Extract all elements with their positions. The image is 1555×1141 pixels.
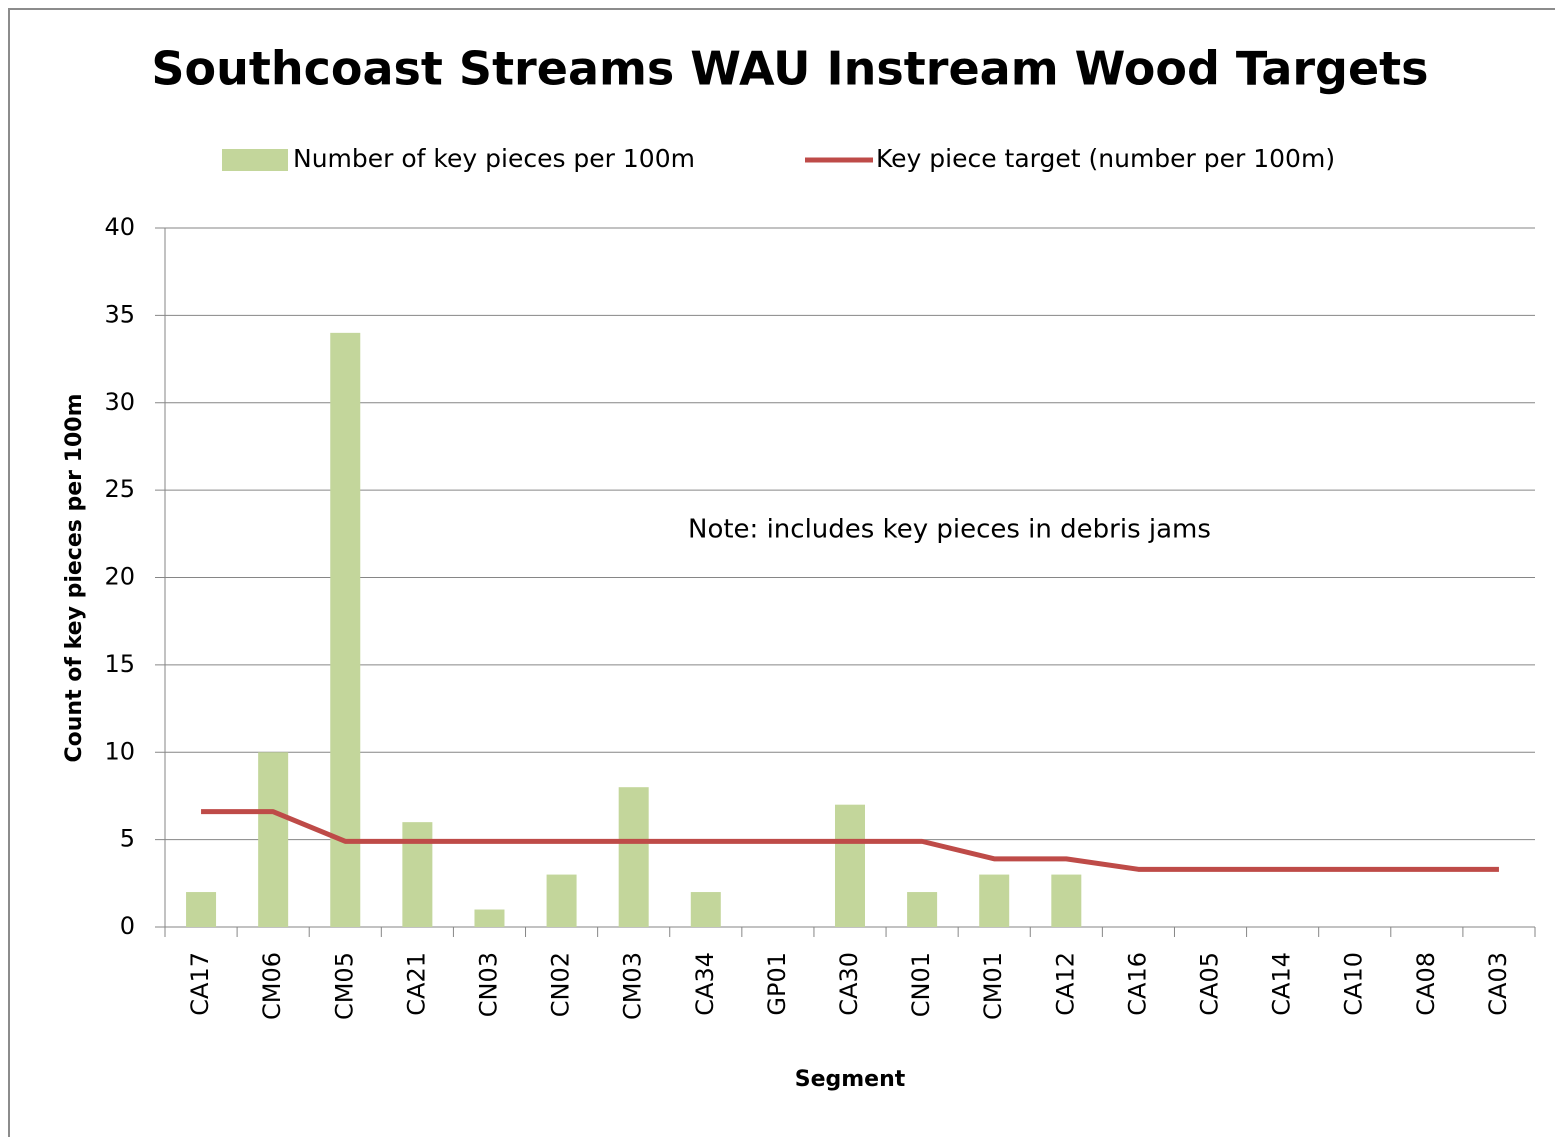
x-tick-label: GP01 — [763, 952, 791, 1016]
bar — [907, 892, 938, 927]
bar — [1051, 874, 1082, 927]
y-tick-label: 5 — [120, 825, 135, 853]
x-tick-label: CA16 — [1123, 952, 1151, 1016]
x-tick-label: CA30 — [835, 952, 863, 1016]
x-tick-label: CA08 — [1412, 952, 1440, 1016]
legend-label: Number of key pieces per 100m — [293, 144, 695, 173]
line — [201, 809, 1499, 872]
legend-label: Key piece target (number per 100m) — [876, 144, 1335, 173]
y-tick-label: 35 — [104, 300, 135, 328]
bar — [979, 874, 1010, 927]
y-tick-label: 25 — [104, 475, 135, 503]
x-tick-label: CA34 — [691, 952, 719, 1016]
bar — [474, 909, 505, 927]
x-tick-label: CA21 — [402, 952, 430, 1016]
x-tick-label: CN03 — [474, 952, 502, 1017]
annotation: Note: includes key pieces in debris jams — [688, 515, 1211, 545]
x-tick-label: CA17 — [186, 952, 214, 1016]
x-tick-label: CN02 — [547, 952, 575, 1017]
y-tick-label: 20 — [104, 563, 135, 591]
y-tick-label: 40 — [104, 213, 135, 241]
x-tick-label: CM03 — [619, 952, 647, 1020]
chart-frame — [8, 8, 1555, 1141]
bar — [835, 804, 865, 927]
bar — [690, 892, 721, 927]
bar — [258, 752, 289, 927]
bar — [186, 892, 217, 927]
y-tick-label: 30 — [104, 388, 135, 416]
bar — [330, 332, 361, 928]
y-tick-label: 15 — [104, 650, 135, 678]
x-tick-label: CN01 — [907, 952, 935, 1017]
y-tick-label: 10 — [104, 737, 135, 765]
x-tick-label: CA10 — [1340, 952, 1368, 1016]
x-tick-label: CA05 — [1196, 952, 1224, 1016]
bar — [618, 787, 649, 927]
y-tick-label: 0 — [120, 912, 135, 940]
y-axis-label: Count of key pieces per 100m — [62, 393, 87, 762]
x-tick-label: CA03 — [1484, 952, 1512, 1016]
bar — [546, 874, 577, 927]
x-tick-label: CM01 — [979, 952, 1007, 1020]
bar — [402, 822, 433, 927]
x-axis-label: Segment — [795, 1067, 906, 1092]
x-tick-label: CA14 — [1268, 952, 1296, 1016]
x-tick-label: CM05 — [330, 952, 358, 1020]
x-tick-label: CM06 — [258, 952, 286, 1020]
chart-title: Southcoast Streams WAU Instream Wood Tar… — [151, 42, 1428, 96]
x-tick-label: CA12 — [1051, 952, 1079, 1016]
legend-swatch — [222, 149, 288, 171]
